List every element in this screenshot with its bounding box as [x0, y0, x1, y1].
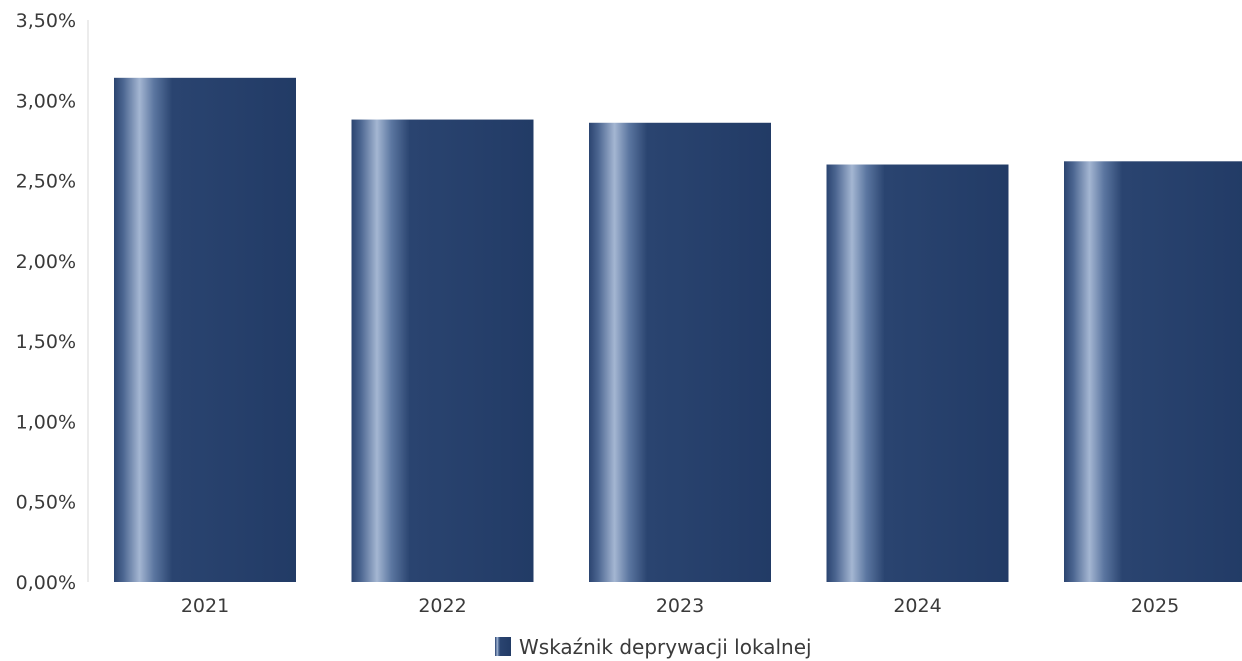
bar-2023 [589, 122, 771, 582]
bar-2025 [1064, 161, 1242, 582]
bar-2021 [114, 77, 296, 582]
bar-2024 [826, 164, 1009, 582]
legend-label: Wskaźnik deprywacji lokalnej [519, 635, 812, 659]
x-tick-label: 2021 [181, 595, 229, 617]
y-tick-label: 0,00% [16, 572, 76, 594]
x-tick-label: 2023 [656, 595, 704, 617]
bars [114, 77, 1242, 582]
y-axis: 0,00% 0,50% 1,00% 1,50% 2,00% 2,50% 3,00% 3,50% [16, 10, 76, 594]
y-tick-label: 0,50% [16, 492, 76, 514]
bar-2022 [351, 119, 534, 582]
y-tick-label: 3,00% [16, 90, 76, 112]
legend: Wskaźnik deprywacji lokalnej [495, 635, 812, 659]
x-tick-label: 2025 [1131, 595, 1179, 617]
legend-swatch [495, 637, 511, 656]
y-tick-label: 2,00% [16, 251, 76, 273]
y-tick-label: 1,00% [16, 411, 76, 433]
x-tick-label: 2022 [418, 595, 466, 617]
y-tick-label: 3,50% [16, 10, 76, 32]
x-tick-label: 2024 [893, 595, 941, 617]
y-tick-label: 1,50% [16, 331, 76, 353]
y-tick-label: 2,50% [16, 171, 76, 193]
x-axis: 2021 2022 2023 2024 2025 [181, 595, 1179, 617]
